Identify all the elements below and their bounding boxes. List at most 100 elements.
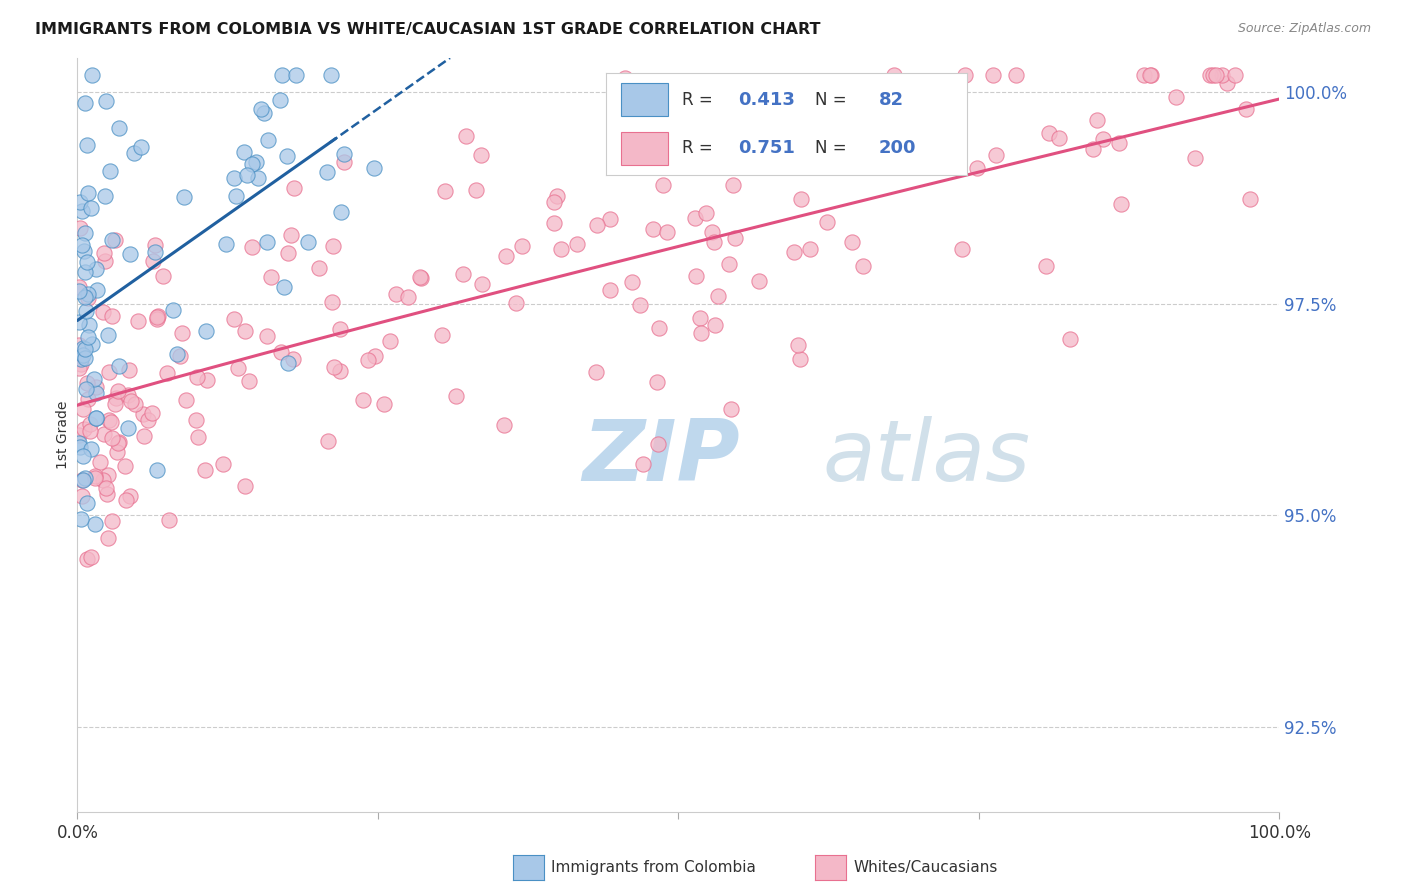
Point <box>73 227 96 241</box>
Point <box>685 268 707 283</box>
Point <box>83 471 105 485</box>
Point <box>585 219 607 233</box>
Point <box>77 287 100 301</box>
Point <box>364 349 387 363</box>
Point <box>700 225 723 239</box>
Point <box>80 442 103 457</box>
Point <box>107 445 129 459</box>
Point <box>104 391 127 405</box>
Point <box>76 255 98 269</box>
Point <box>333 154 356 169</box>
Point <box>1223 68 1246 82</box>
Point <box>585 365 607 379</box>
Point <box>214 237 236 252</box>
Point <box>80 337 103 351</box>
Point <box>1091 132 1114 146</box>
Point <box>495 249 517 263</box>
Point <box>329 364 352 378</box>
Point <box>145 310 167 324</box>
Point <box>315 165 337 179</box>
Bar <box>620 83 668 116</box>
Point <box>195 324 218 338</box>
Point <box>97 467 120 482</box>
Point <box>108 435 131 450</box>
Point <box>330 204 353 219</box>
Point <box>76 496 98 510</box>
Point <box>709 128 731 143</box>
Point <box>76 376 98 390</box>
Point <box>690 326 713 340</box>
Text: 0.413: 0.413 <box>738 90 794 109</box>
Point <box>939 112 962 127</box>
Point <box>152 268 174 283</box>
Point <box>744 121 766 136</box>
Point <box>91 473 114 487</box>
Point <box>166 347 188 361</box>
Point <box>89 455 111 469</box>
Point <box>1184 151 1206 165</box>
Point <box>120 247 142 261</box>
Point <box>1202 68 1225 82</box>
Point <box>240 157 263 171</box>
Point <box>696 133 718 147</box>
Point <box>72 237 94 252</box>
Point <box>118 363 141 377</box>
Point <box>108 359 131 373</box>
Point <box>96 486 118 500</box>
Point <box>98 365 121 379</box>
Point <box>129 140 152 154</box>
Point <box>124 397 146 411</box>
Point <box>91 305 114 319</box>
Point <box>75 351 97 366</box>
Point <box>69 221 91 235</box>
Point <box>169 349 191 363</box>
Point <box>83 517 105 532</box>
Point <box>1083 142 1105 156</box>
Point <box>222 170 245 185</box>
Point <box>117 421 139 435</box>
Point <box>277 356 299 370</box>
Point <box>454 128 477 143</box>
Point <box>195 373 218 387</box>
Point <box>107 435 129 450</box>
Point <box>104 396 127 410</box>
Point <box>273 279 295 293</box>
Point <box>1211 68 1233 82</box>
Point <box>72 449 94 463</box>
Point <box>260 269 283 284</box>
Point <box>72 348 94 362</box>
Point <box>783 244 806 259</box>
Point <box>114 458 136 473</box>
Point <box>281 351 304 366</box>
Point <box>75 264 97 278</box>
Point <box>145 238 167 252</box>
Point <box>174 392 197 407</box>
Text: 200: 200 <box>879 139 917 157</box>
Point <box>77 392 100 406</box>
Point <box>75 289 97 303</box>
Point <box>396 290 419 304</box>
Point <box>695 206 717 220</box>
Point <box>512 239 534 253</box>
Point <box>1085 113 1108 128</box>
Point <box>93 189 115 203</box>
Text: Immigrants from Colombia: Immigrants from Colombia <box>551 860 756 874</box>
Point <box>117 388 139 402</box>
Point <box>689 311 711 326</box>
Point <box>141 406 163 420</box>
Point <box>238 374 260 388</box>
Point <box>142 254 165 268</box>
Point <box>69 338 91 352</box>
Point <box>69 441 91 455</box>
Point <box>1139 68 1161 82</box>
Y-axis label: 1st Grade: 1st Grade <box>56 401 70 469</box>
Text: N =: N = <box>815 90 852 109</box>
Point <box>73 244 96 258</box>
Point <box>77 318 100 333</box>
Point <box>707 289 730 303</box>
Text: Whites/Caucasians: Whites/Caucasians <box>853 860 998 874</box>
Point <box>648 321 671 335</box>
Text: R =: R = <box>682 90 718 109</box>
Point <box>67 436 90 450</box>
Point <box>247 171 270 186</box>
